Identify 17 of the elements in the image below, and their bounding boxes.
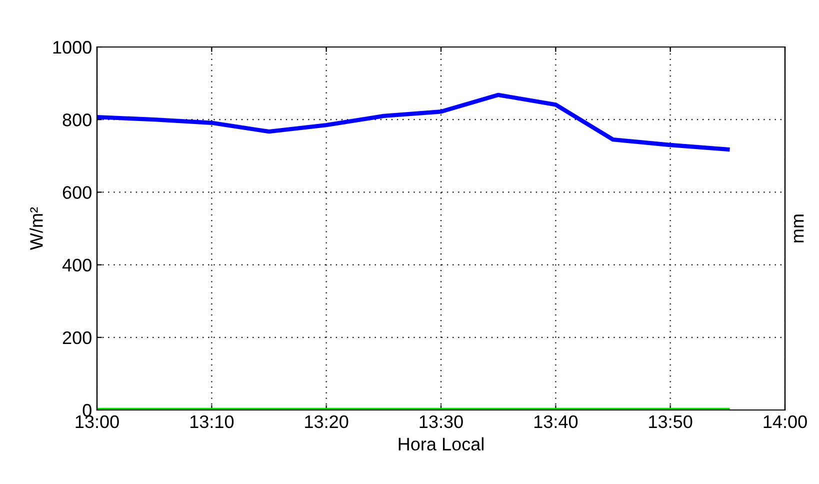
x-tick-label: 13:20 [305, 415, 348, 428]
x-tick-label: 14:00 [764, 415, 807, 428]
x-tick-label: 13:50 [649, 415, 692, 428]
y-tick-label: 400 [62, 258, 92, 272]
x-tick-label: 13:30 [420, 415, 463, 428]
y2-axis-title: mm [794, 214, 804, 242]
y-axis-title: W/m² [30, 207, 43, 250]
y-tick-label: 1000 [53, 40, 92, 54]
y-tick-label: 600 [62, 186, 92, 199]
y-tick-label: 0 [82, 404, 92, 417]
x-tick-label: 13:00 [76, 415, 119, 428]
x-tick-label: 13:10 [190, 415, 234, 428]
y-tick-label: 200 [62, 331, 92, 344]
x-tick-label: 13:40 [534, 415, 578, 428]
y-tick-label: 800 [62, 114, 92, 126]
x-axis-title: Hora Local [398, 437, 484, 451]
line-series [97, 92, 730, 152]
